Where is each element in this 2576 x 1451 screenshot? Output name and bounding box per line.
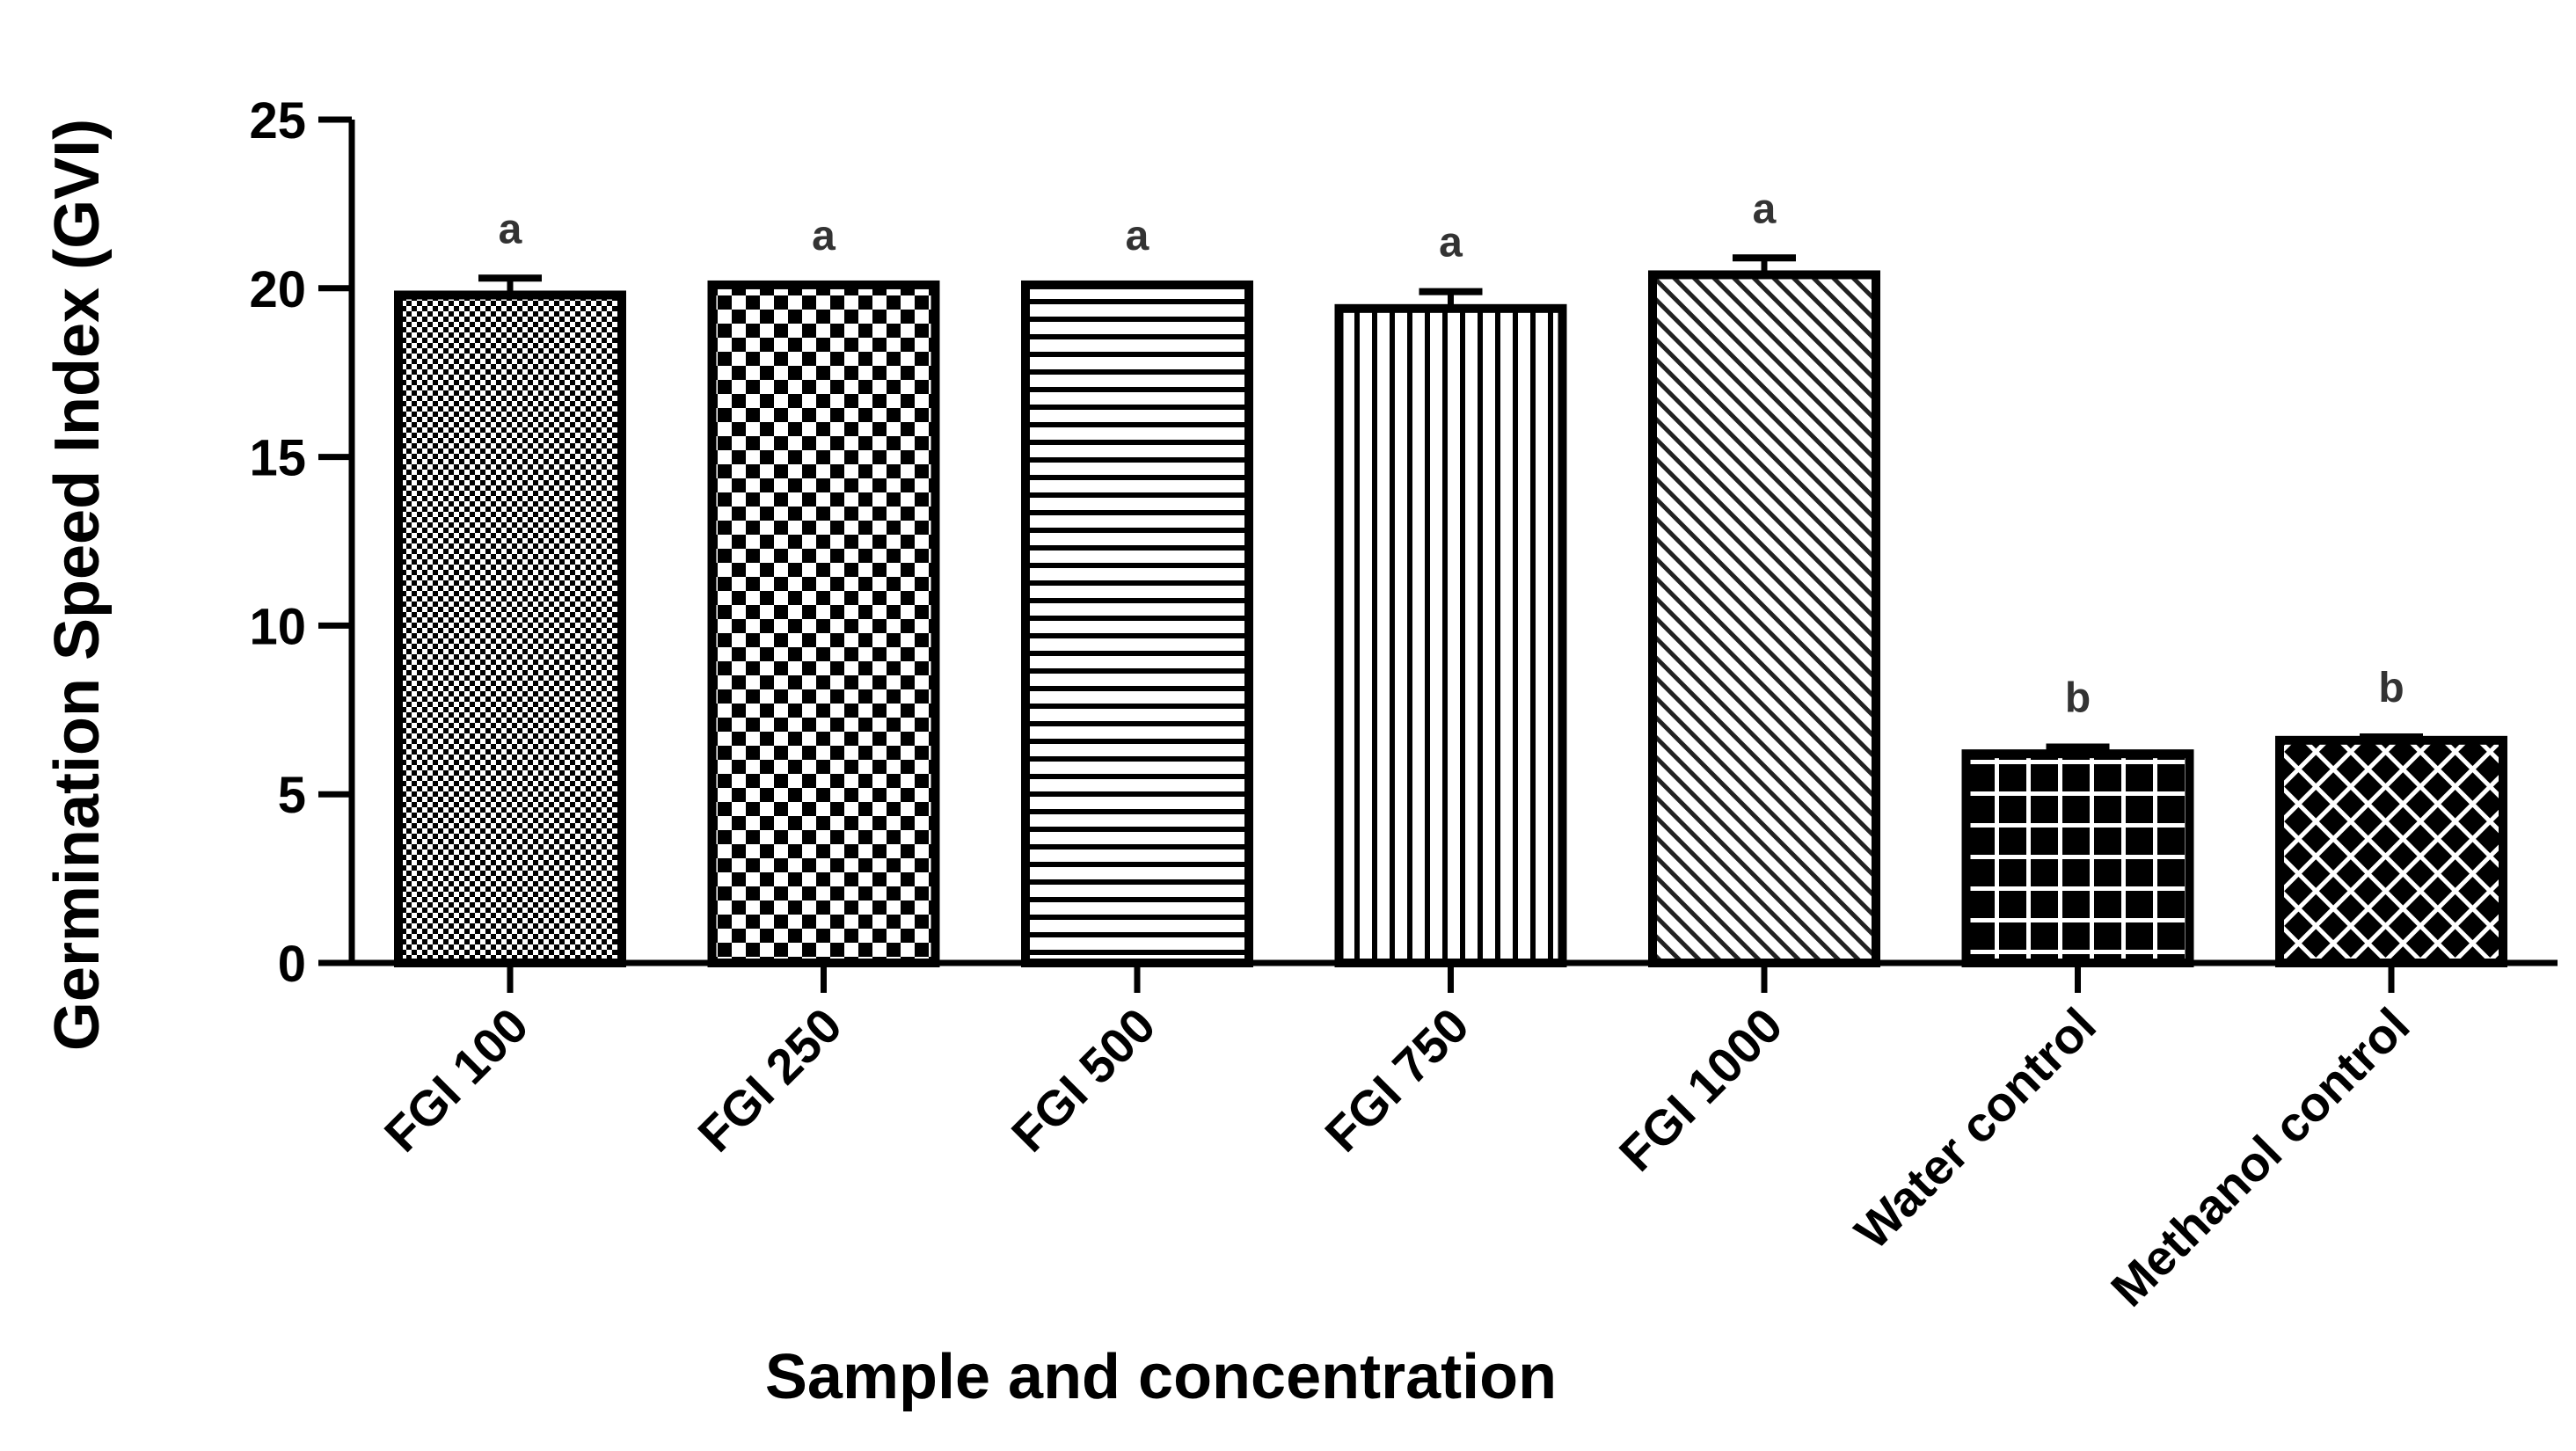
significance-letter: b <box>2378 665 2404 711</box>
y-axis-title: Germination Speed Index (GVI) <box>42 119 113 1051</box>
x-axis-title: Sample and concentration <box>765 1342 1557 1412</box>
bar-fgi-750 <box>1334 303 1567 968</box>
bars <box>394 270 2507 968</box>
bar-water-control <box>1961 749 2194 968</box>
significance-letter: a <box>1439 220 1463 266</box>
category-labels: FGI 100 FGI 250 FGI 500 FGI 750 FGI 1000 Wate… <box>374 997 2420 1317</box>
bar-fgi-1000 <box>1648 270 1880 967</box>
significance-letter: a <box>1753 186 1777 232</box>
bar-fgi-250 <box>707 280 940 967</box>
error-bars <box>478 254 2423 755</box>
x-tick-label: FGI 250 <box>687 997 852 1163</box>
significance-labels: a a a a a b b <box>499 186 2405 721</box>
x-tick-label: FGI 100 <box>374 997 539 1163</box>
y-tick-label: 10 <box>249 598 306 655</box>
x-tick-label: Methanol control <box>2100 997 2420 1317</box>
y-tick-label: 0 <box>278 936 306 993</box>
y-tick-label: 25 <box>249 92 306 149</box>
x-tick-label: FGI 1000 <box>1609 997 1793 1182</box>
x-tick-label: FGI 750 <box>1314 997 1479 1163</box>
bar-fgi-500 <box>1021 280 1253 967</box>
significance-letter: a <box>499 206 522 252</box>
y-tick-label: 5 <box>278 767 306 824</box>
x-axis <box>349 959 2558 993</box>
significance-letter: a <box>812 213 836 259</box>
significance-letter: a <box>1126 213 1149 259</box>
y-tick-label: 20 <box>249 261 306 318</box>
x-tick-label: FGI 500 <box>1001 997 1166 1163</box>
y-tick-label: 15 <box>249 430 306 487</box>
bar-methanol-control <box>2275 735 2507 967</box>
bar-fgi-100 <box>394 290 626 967</box>
significance-letter: b <box>2065 674 2091 721</box>
x-tick-label: Water control <box>1844 997 2106 1259</box>
y-axis: 0 5 10 15 20 25 <box>249 92 355 993</box>
